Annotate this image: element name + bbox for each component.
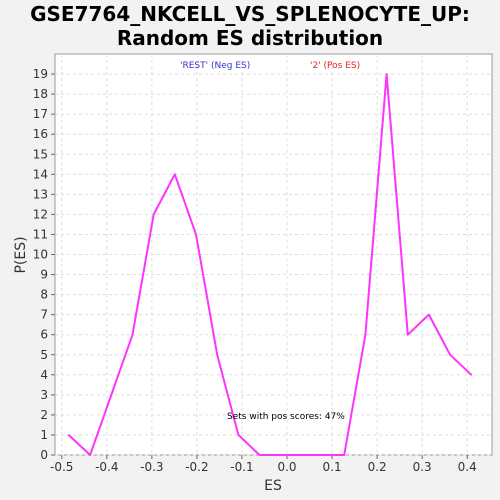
data-point: [258, 454, 261, 456]
data-point: [301, 454, 303, 456]
legend-neg-label: 'REST' (Neg ES): [180, 61, 250, 71]
y-axis-label: P(ES): [13, 236, 29, 273]
y-tick-label: 8: [40, 288, 48, 302]
data-point: [174, 173, 176, 176]
y-tick-label: 1: [40, 428, 48, 442]
x-tick-label: 0.2: [368, 460, 387, 474]
legend-pos-label: '2' (Pos ES): [310, 61, 360, 71]
y-tick-label: 11: [33, 227, 48, 241]
x-tick-label: -0.2: [185, 460, 208, 474]
data-point: [364, 333, 367, 336]
x-tick-label: -0.5: [50, 460, 73, 474]
series-line: [67, 73, 472, 456]
x-axis-label: ES: [264, 478, 282, 494]
x-tick-label: -0.1: [230, 460, 253, 474]
x-tick-label: 0.1: [323, 460, 342, 474]
data-point: [385, 73, 388, 75]
x-tick-label: 0.0: [277, 460, 296, 474]
y-tick-label: 13: [33, 187, 48, 201]
x-tick-label: 0.3: [413, 460, 432, 474]
y-tick-label: 0: [40, 448, 48, 462]
data-point: [67, 434, 70, 436]
y-tick-label: 17: [33, 107, 48, 121]
x-tick-label: -0.4: [95, 460, 118, 474]
data-point: [110, 394, 113, 396]
y-tick-label: 16: [33, 127, 48, 141]
y-tick-label: 10: [33, 248, 48, 262]
y-tick-label: 15: [33, 147, 48, 161]
series-layer: [67, 73, 473, 456]
y-tick-label: 9: [40, 268, 48, 282]
y-tick-label: 19: [33, 67, 48, 81]
data-point: [428, 313, 430, 316]
y-tick-label: 5: [40, 348, 48, 362]
axis-layer: -0.5 -0.4 -0.3 -0.2 -0.1 0.0 0.1 0.2 0.3 0.401234…: [33, 67, 477, 474]
pos-scores-annotation: Sets with pos scores: 47%: [227, 412, 345, 422]
data-point: [152, 213, 155, 216]
x-tick-label: -0.3: [140, 460, 163, 474]
data-point: [216, 353, 218, 356]
data-point: [195, 233, 197, 236]
y-tick-label: 4: [40, 368, 48, 382]
data-point: [279, 454, 282, 456]
y-tick-label: 7: [40, 308, 48, 322]
data-point: [131, 333, 134, 336]
y-tick-label: 14: [33, 167, 48, 181]
data-point: [322, 454, 324, 456]
y-tick-label: 12: [33, 207, 48, 221]
x-tick-label: 0.4: [458, 460, 477, 474]
chart-title-line1: GSE7764_NKCELL_VS_SPLENOCYTE_UP:: [30, 2, 470, 26]
data-point: [470, 374, 473, 376]
data-point: [343, 454, 346, 456]
data-point: [449, 353, 451, 356]
y-tick-label: 6: [40, 328, 48, 342]
y-tick-label: 3: [40, 388, 48, 402]
data-point: [406, 333, 409, 336]
chart-title: GSE7764_NKCELL_VS_SPLENOCYTE_UP: Random …: [0, 2, 500, 50]
data-point: [89, 454, 91, 456]
data-point: [237, 434, 240, 436]
chart-title-line2: Random ES distribution: [116, 26, 384, 50]
y-tick-label: 18: [33, 87, 48, 101]
y-tick-label: 2: [40, 408, 48, 422]
